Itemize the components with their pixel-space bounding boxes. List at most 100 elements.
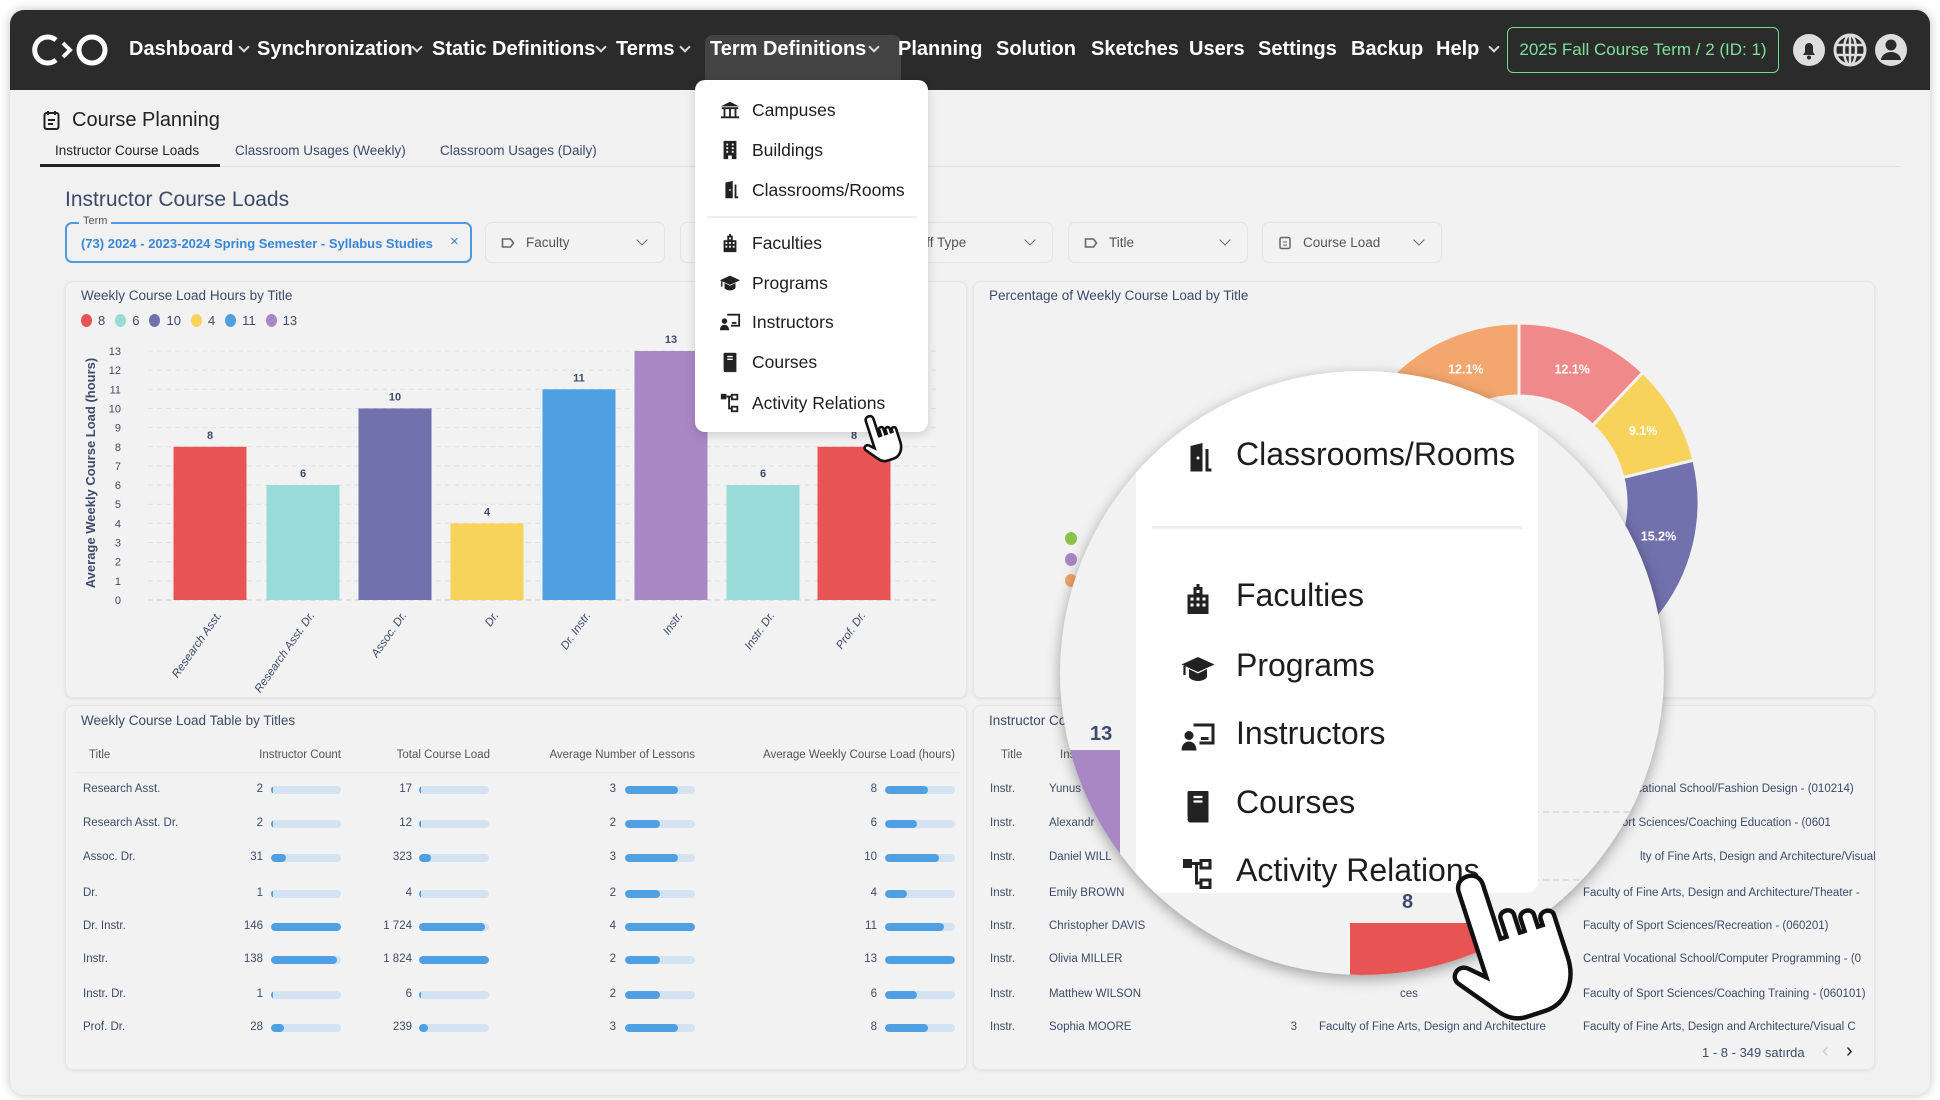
progress-bar: [271, 956, 341, 964]
legend-item[interactable]: 10: [149, 313, 181, 328]
nav-static-definitions[interactable]: Static Definitions: [432, 38, 596, 60]
magnified-bar-label: 6: [1248, 956, 1260, 975]
bell-icon[interactable]: [1792, 32, 1826, 68]
table-cell-count: 1: [256, 988, 263, 1000]
nav-help[interactable]: Help: [1436, 38, 1480, 60]
progress-fill: [419, 956, 489, 964]
menu-item-faculties[interactable]: Faculties: [695, 225, 928, 261]
nav-term-definitions[interactable]: Term Definitions: [710, 38, 867, 60]
bar[interactable]: [358, 408, 432, 600]
prev-page-button[interactable]: ‹: [1822, 1040, 1829, 1062]
table-cell-title: Instr.: [990, 887, 1015, 899]
menu-item-programs[interactable]: Programs: [695, 265, 928, 301]
table-cell-title: Research Asst.: [83, 783, 161, 795]
menu-item-activity-relations[interactable]: Activity Relations: [695, 385, 928, 421]
table-cell-program: ocational School/Fashion Design - (01021…: [1630, 783, 1854, 795]
y-tick-label: 12: [109, 365, 121, 377]
menu-item-buildings[interactable]: Buildings: [695, 132, 928, 168]
table-cell-program: Faculty of Sport Sciences/Coaching Train…: [1583, 988, 1866, 1000]
page-title: Course Planning: [72, 109, 220, 131]
bar[interactable]: [450, 523, 524, 600]
nav-sketches[interactable]: Sketches: [1091, 38, 1179, 60]
tabs-divider: [44, 166, 1900, 167]
column-header[interactable]: Total Course Load: [396, 749, 490, 761]
progress-fill: [885, 956, 955, 964]
user-icon[interactable]: [1874, 32, 1908, 68]
table-cell-lessons: 2: [609, 953, 616, 965]
progress-fill: [625, 890, 660, 898]
table-cell-total: 1 724: [383, 920, 412, 932]
bar[interactable]: [173, 446, 247, 600]
title-table-title: Weekly Course Load Table by Titles: [81, 713, 296, 728]
hand-cursor-icon: [863, 414, 903, 463]
nav-backup[interactable]: Backup: [1351, 38, 1424, 60]
hierarchy-icon: [1183, 859, 1212, 889]
course-load-select[interactable]: Course Load: [1262, 222, 1442, 263]
campuses-icon: [720, 101, 740, 119]
progress-fill: [271, 991, 273, 999]
table-cell-count: 2: [256, 817, 263, 829]
magnified-menu-label: Classrooms/Rooms: [1236, 436, 1516, 472]
legend-item[interactable]: 6: [115, 313, 139, 328]
table-cell-lessons: 2: [609, 817, 616, 829]
legend-item[interactable]: [1065, 528, 1107, 549]
menu-item-instructors[interactable]: Instructors: [695, 304, 928, 340]
next-page-button[interactable]: ›: [1846, 1040, 1853, 1062]
nav-users[interactable]: Users: [1189, 38, 1245, 60]
column-header[interactable]: Average Weekly Course Load (hours): [763, 749, 955, 761]
magnified-menu-label: Faculties: [1236, 577, 1365, 613]
bar[interactable]: [266, 485, 340, 600]
tab-instructor-course-loads[interactable]: Instructor Course Loads: [55, 143, 200, 158]
menu-item-campuses[interactable]: Campuses: [695, 92, 928, 128]
nav-terms[interactable]: Terms: [616, 38, 675, 60]
pagination-info: 1 - 8 - 349 satırda: [1702, 1045, 1805, 1060]
bar[interactable]: [726, 485, 800, 600]
nav-synchronization[interactable]: Synchronization: [257, 38, 413, 60]
legend-item[interactable]: 11: [225, 313, 256, 328]
menu-item-courses[interactable]: Courses: [695, 344, 928, 380]
progress-fill: [271, 820, 273, 828]
progress-fill: [625, 956, 660, 964]
table-cell-lessons: 2: [609, 887, 616, 899]
faculty-select[interactable]: Faculty: [485, 222, 665, 263]
nav-planning[interactable]: Planning: [898, 38, 983, 60]
y-tick-label: 0: [115, 595, 121, 607]
menu-divider: [1152, 526, 1522, 529]
column-header[interactable]: Average Number of Lessons: [549, 749, 695, 761]
magnified-menu-item-faculties: Faculties: [1136, 569, 1536, 629]
nav-dashboard[interactable]: Dashboard: [129, 38, 234, 60]
course-load-label: Course Load: [1303, 235, 1381, 250]
table-cell-title: Dr. Instr.: [83, 920, 126, 932]
term-select[interactable]: Term (73) 2024 - 2023-2024 Spring Semest…: [65, 215, 472, 263]
legend-dot: [149, 314, 161, 327]
bar[interactable]: [542, 389, 616, 600]
menu-item-classrooms-rooms[interactable]: Classrooms/Rooms: [695, 172, 928, 208]
progress-bar: [419, 820, 489, 828]
table-cell-faculty: ces: [1400, 988, 1418, 1000]
clear-icon[interactable]: ×: [450, 233, 459, 250]
progress-bar: [419, 1024, 489, 1032]
title-select[interactable]: Title: [1068, 222, 1248, 263]
table-cell-title: Assoc. Dr.: [83, 851, 136, 863]
tab-classroom-usages-weekly[interactable]: Classroom Usages (Weekly): [235, 143, 406, 158]
progress-fill: [419, 786, 421, 794]
door-icon: [722, 180, 739, 199]
tab-classroom-usages-daily[interactable]: Classroom Usages (Daily): [440, 143, 597, 158]
nav-settings[interactable]: Settings: [1258, 38, 1337, 60]
progress-bar: [885, 820, 955, 828]
column-header[interactable]: Instructor Count: [259, 749, 341, 761]
legend-item[interactable]: 4: [190, 313, 215, 328]
bar[interactable]: [817, 446, 891, 600]
current-term-button[interactable]: 2025 Fall Course Term / 2 (ID: 1): [1507, 27, 1779, 73]
faculties-icon: [1187, 584, 1209, 614]
bar-value-label: 8: [207, 430, 213, 442]
legend-item[interactable]: 13: [265, 313, 297, 328]
column-header[interactable]: Title: [89, 749, 111, 761]
column-header[interactable]: Title: [1001, 749, 1023, 761]
logo[interactable]: [30, 32, 112, 68]
globe-icon[interactable]: [1833, 32, 1867, 68]
table-cell-faculty: Faculty of Fine Arts, Design and Archite…: [1319, 1021, 1546, 1033]
legend-item[interactable]: 8: [81, 313, 105, 328]
nav-solution[interactable]: Solution: [996, 38, 1076, 60]
magnified-menu-label: Courses: [1236, 784, 1356, 820]
